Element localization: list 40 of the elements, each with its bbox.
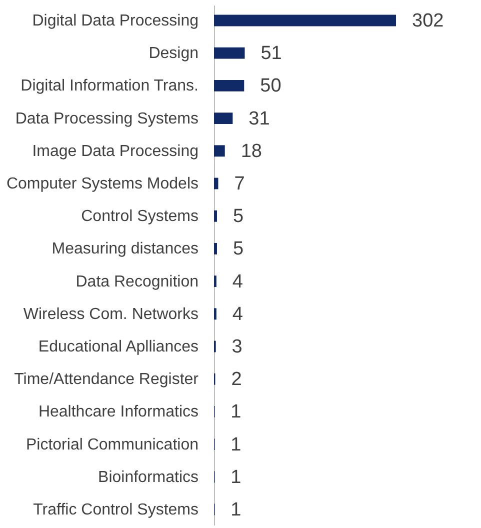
- data-label: 3: [232, 336, 242, 358]
- data-label: 4: [232, 304, 244, 325]
- bar: [214, 178, 218, 190]
- y-tick-label: Digital Information Trans.: [20, 78, 198, 95]
- bar: [214, 47, 245, 59]
- y-tick-label: Computer Systems Models: [6, 175, 198, 192]
- data-label: 1: [230, 434, 242, 456]
- bar: [214, 242, 218, 254]
- y-tick-label: Data Recognition: [76, 273, 198, 290]
- data-label: 2: [231, 369, 242, 390]
- y-tick-label: Pictorial Communication: [26, 436, 198, 454]
- y-tick-label: Educational Aplliances: [38, 338, 198, 356]
- data-label: 50: [260, 76, 282, 97]
- data-label: 18: [240, 140, 262, 162]
- data-label: 1: [230, 466, 242, 488]
- data-label: 302: [412, 10, 444, 32]
- bar: [214, 14, 396, 26]
- y-tick-label: Bioinformatics: [98, 468, 198, 486]
- y-tick-label: Healthcare Informatics: [38, 404, 198, 421]
- y-tick-label: Measuring distances: [52, 240, 198, 258]
- bar: [214, 210, 218, 222]
- data-label: 7: [234, 173, 245, 194]
- data-label: 5: [233, 238, 244, 260]
- data-label: 1: [230, 402, 242, 423]
- y-tick-label: Time/Attendance Register: [14, 371, 200, 388]
- data-label: 51: [260, 43, 282, 64]
- bar: [214, 112, 233, 124]
- data-label: 5: [233, 206, 244, 228]
- data-label: 31: [248, 108, 270, 130]
- data-label: 4: [232, 271, 244, 292]
- y-tick-label: Image Data Processing: [32, 142, 198, 160]
- y-tick-label: Traffic Control Systems: [33, 502, 198, 519]
- bar: [214, 80, 244, 92]
- data-label: 1: [230, 500, 242, 521]
- y-tick-label: Wireless Com. Networks: [23, 306, 198, 323]
- y-tick-label: Design: [148, 45, 198, 62]
- y-tick-label: Control Systems: [81, 208, 198, 226]
- y-tick-label: Data Processing Systems: [15, 110, 198, 128]
- y-tick-label: Digital Data Processing: [32, 12, 198, 30]
- bar: [214, 145, 225, 157]
